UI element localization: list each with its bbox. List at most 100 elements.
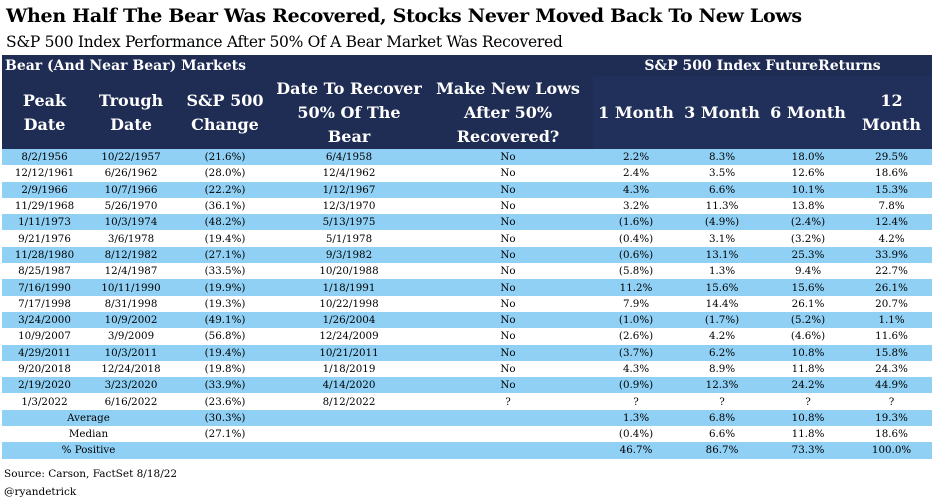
group-header-row: Bear (And Near Bear) Markets S&P 500 Ind… — [2, 55, 933, 76]
recover-date-cell: 10/20/1988 — [275, 263, 423, 280]
change-cell: (28.0%) — [175, 165, 275, 182]
peak-date-cell: 9/20/2018 — [2, 360, 87, 378]
return-6m-cell: 12.6% — [765, 165, 852, 182]
trough-date-cell: 10/11/1990 — [87, 279, 175, 296]
change-cell: (21.6%) — [175, 149, 275, 166]
return-1m-cell: (1.6%) — [593, 214, 680, 231]
recover-date-cell: 10/22/1998 — [275, 295, 423, 312]
peak-date-cell: 11/28/1980 — [2, 246, 87, 264]
summary-change-cell: (30.3%) — [175, 409, 275, 427]
trough-date-cell: 6/26/1962 — [87, 165, 175, 182]
table-row: 1/3/2022 6/16/2022 (23.6%) 8/12/2022????? — [2, 393, 933, 410]
new-lows-cell: No — [423, 344, 594, 361]
summary-label-cell: % Positive — [2, 442, 175, 459]
summary-change-cell — [175, 442, 275, 459]
return-3m-cell: 1.3% — [679, 263, 766, 280]
summary-6m-cell: 10.8% — [765, 409, 852, 427]
return-6m-cell: 9.4% — [765, 263, 852, 280]
summary-label-cell: Median — [2, 426, 175, 443]
return-6m-cell: ? — [765, 393, 852, 410]
summary-12m-cell: 19.3% — [851, 409, 933, 427]
table-row: 7/16/1990 10/11/1990 (19.9%) 1/18/1991 No 11.… — [2, 279, 933, 296]
recover-date-cell: 9/3/1982 — [275, 246, 423, 264]
table-row: 11/28/1980 8/12/1982 (27.1%) 9/3/1982 No (0.6… — [2, 246, 933, 264]
recover-date-cell: 6/4/1958 — [275, 149, 423, 166]
return-6m-cell: 24.2% — [765, 377, 852, 394]
change-cell: (19.3%) — [175, 295, 275, 312]
summary-12m-cell: 100.0% — [851, 442, 933, 459]
peak-date-cell: 8/2/1956 — [2, 149, 87, 166]
data-rows: 8/2/1956 10/22/1957 (21.6%) 6/4/1958 No 2.2% 8… — [2, 149, 933, 410]
bear-market-table: Bear (And Near Bear) Markets S&P 500 Ind… — [2, 55, 933, 459]
trough-date-cell: 3/23/2020 — [87, 377, 175, 394]
table-row: 10/9/2007 3/9/2009 (56.8%) 12/24/2009 No (2.6… — [2, 328, 933, 345]
change-cell: (19.4%) — [175, 344, 275, 361]
peak-date-cell: 7/16/1990 — [2, 279, 87, 296]
change-cell: (19.9%) — [175, 279, 275, 296]
return-3m-cell: 6.2% — [679, 344, 766, 361]
return-3m-cell: 8.9% — [679, 360, 766, 378]
trough-date-cell: 10/22/1957 — [87, 149, 175, 166]
peak-date-cell: 12/12/1961 — [2, 165, 87, 182]
trough-date-cell: 8/12/1982 — [87, 246, 175, 264]
return-6m-cell: 15.6% — [765, 279, 852, 296]
source-note: Source: Carson, FactSet 8/18/22 — [4, 468, 178, 480]
group-header-returns: S&P 500 Index FutureReturns — [593, 55, 933, 76]
peak-date-cell: 2/9/1966 — [2, 181, 87, 198]
page-subtitle: S&P 500 Index Performance After 50% Of A… — [6, 33, 563, 51]
summary-empty-cell — [275, 426, 594, 443]
recover-date-cell: 8/12/2022 — [275, 393, 423, 410]
change-cell: (19.8%) — [175, 360, 275, 378]
table-row: 9/20/2018 12/24/2018 (19.8%) 1/18/2019 No 4.3… — [2, 360, 933, 378]
return-1m-cell: (0.4%) — [593, 230, 680, 247]
col-recover-date: Date To Recover 50% Of The Bear — [275, 76, 423, 149]
trough-date-cell: 5/26/1970 — [87, 197, 175, 215]
change-cell: (23.6%) — [175, 393, 275, 410]
column-header-row: Peak Date Trough Date S&P 500 Change Dat… — [2, 76, 933, 149]
return-1m-cell: (0.9%) — [593, 377, 680, 394]
return-12m-cell: 20.7% — [851, 295, 933, 312]
peak-date-cell: 10/9/2007 — [2, 328, 87, 345]
new-lows-cell: No — [423, 230, 594, 247]
return-3m-cell: 12.3% — [679, 377, 766, 394]
return-3m-cell: 3.5% — [679, 165, 766, 182]
return-12m-cell: 33.9% — [851, 246, 933, 264]
return-6m-cell: 25.3% — [765, 246, 852, 264]
return-6m-cell: (3.2%) — [765, 230, 852, 247]
recover-date-cell: 1/12/1967 — [275, 181, 423, 198]
recover-date-cell: 12/3/1970 — [275, 197, 423, 215]
peak-date-cell: 7/17/1998 — [2, 295, 87, 312]
return-1m-cell: 2.2% — [593, 149, 680, 166]
table-row: 7/17/1998 8/31/1998 (19.3%) 10/22/1998 No 7.9… — [2, 295, 933, 312]
new-lows-cell: No — [423, 360, 594, 378]
table-row: 8/25/1987 12/4/1987 (33.5%) 10/20/1988 No (5.… — [2, 263, 933, 280]
return-12m-cell: 15.8% — [851, 344, 933, 361]
change-cell: (56.8%) — [175, 328, 275, 345]
return-1m-cell: (1.0%) — [593, 311, 680, 329]
peak-date-cell: 8/25/1987 — [2, 263, 87, 280]
return-1m-cell: 7.9% — [593, 295, 680, 312]
return-3m-cell: 3.1% — [679, 230, 766, 247]
return-12m-cell: 29.5% — [851, 149, 933, 166]
return-6m-cell: (2.4%) — [765, 214, 852, 231]
summary-6m-cell: 11.8% — [765, 426, 852, 443]
recover-date-cell: 12/4/1962 — [275, 165, 423, 182]
recover-date-cell: 1/18/2019 — [275, 360, 423, 378]
return-1m-cell: 2.4% — [593, 165, 680, 182]
return-3m-cell: (1.7%) — [679, 311, 766, 329]
recover-date-cell: 1/18/1991 — [275, 279, 423, 296]
change-cell: (33.5%) — [175, 263, 275, 280]
return-1m-cell: 4.3% — [593, 181, 680, 198]
table-row: 9/21/1976 3/6/1978 (19.4%) 5/1/1978 No (0.4%)… — [2, 230, 933, 247]
new-lows-cell: No — [423, 311, 594, 329]
table-row: 4/29/2011 10/3/2011 (19.4%) 10/21/2011 No (3.… — [2, 344, 933, 361]
return-1m-cell: (2.6%) — [593, 328, 680, 345]
summary-12m-cell: 18.6% — [851, 426, 933, 443]
col-trough-date: Trough Date — [87, 76, 175, 149]
table-row: 2/19/2020 3/23/2020 (33.9%) 4/14/2020 No (0.9… — [2, 377, 933, 394]
col-6-month: 6 Month — [765, 76, 852, 149]
table-row: 3/24/2000 10/9/2002 (49.1%) 1/26/2004 No (1.0… — [2, 311, 933, 329]
author-handle: @ryandetrick — [4, 486, 77, 498]
return-12m-cell: 12.4% — [851, 214, 933, 231]
return-12m-cell: ? — [851, 393, 933, 410]
